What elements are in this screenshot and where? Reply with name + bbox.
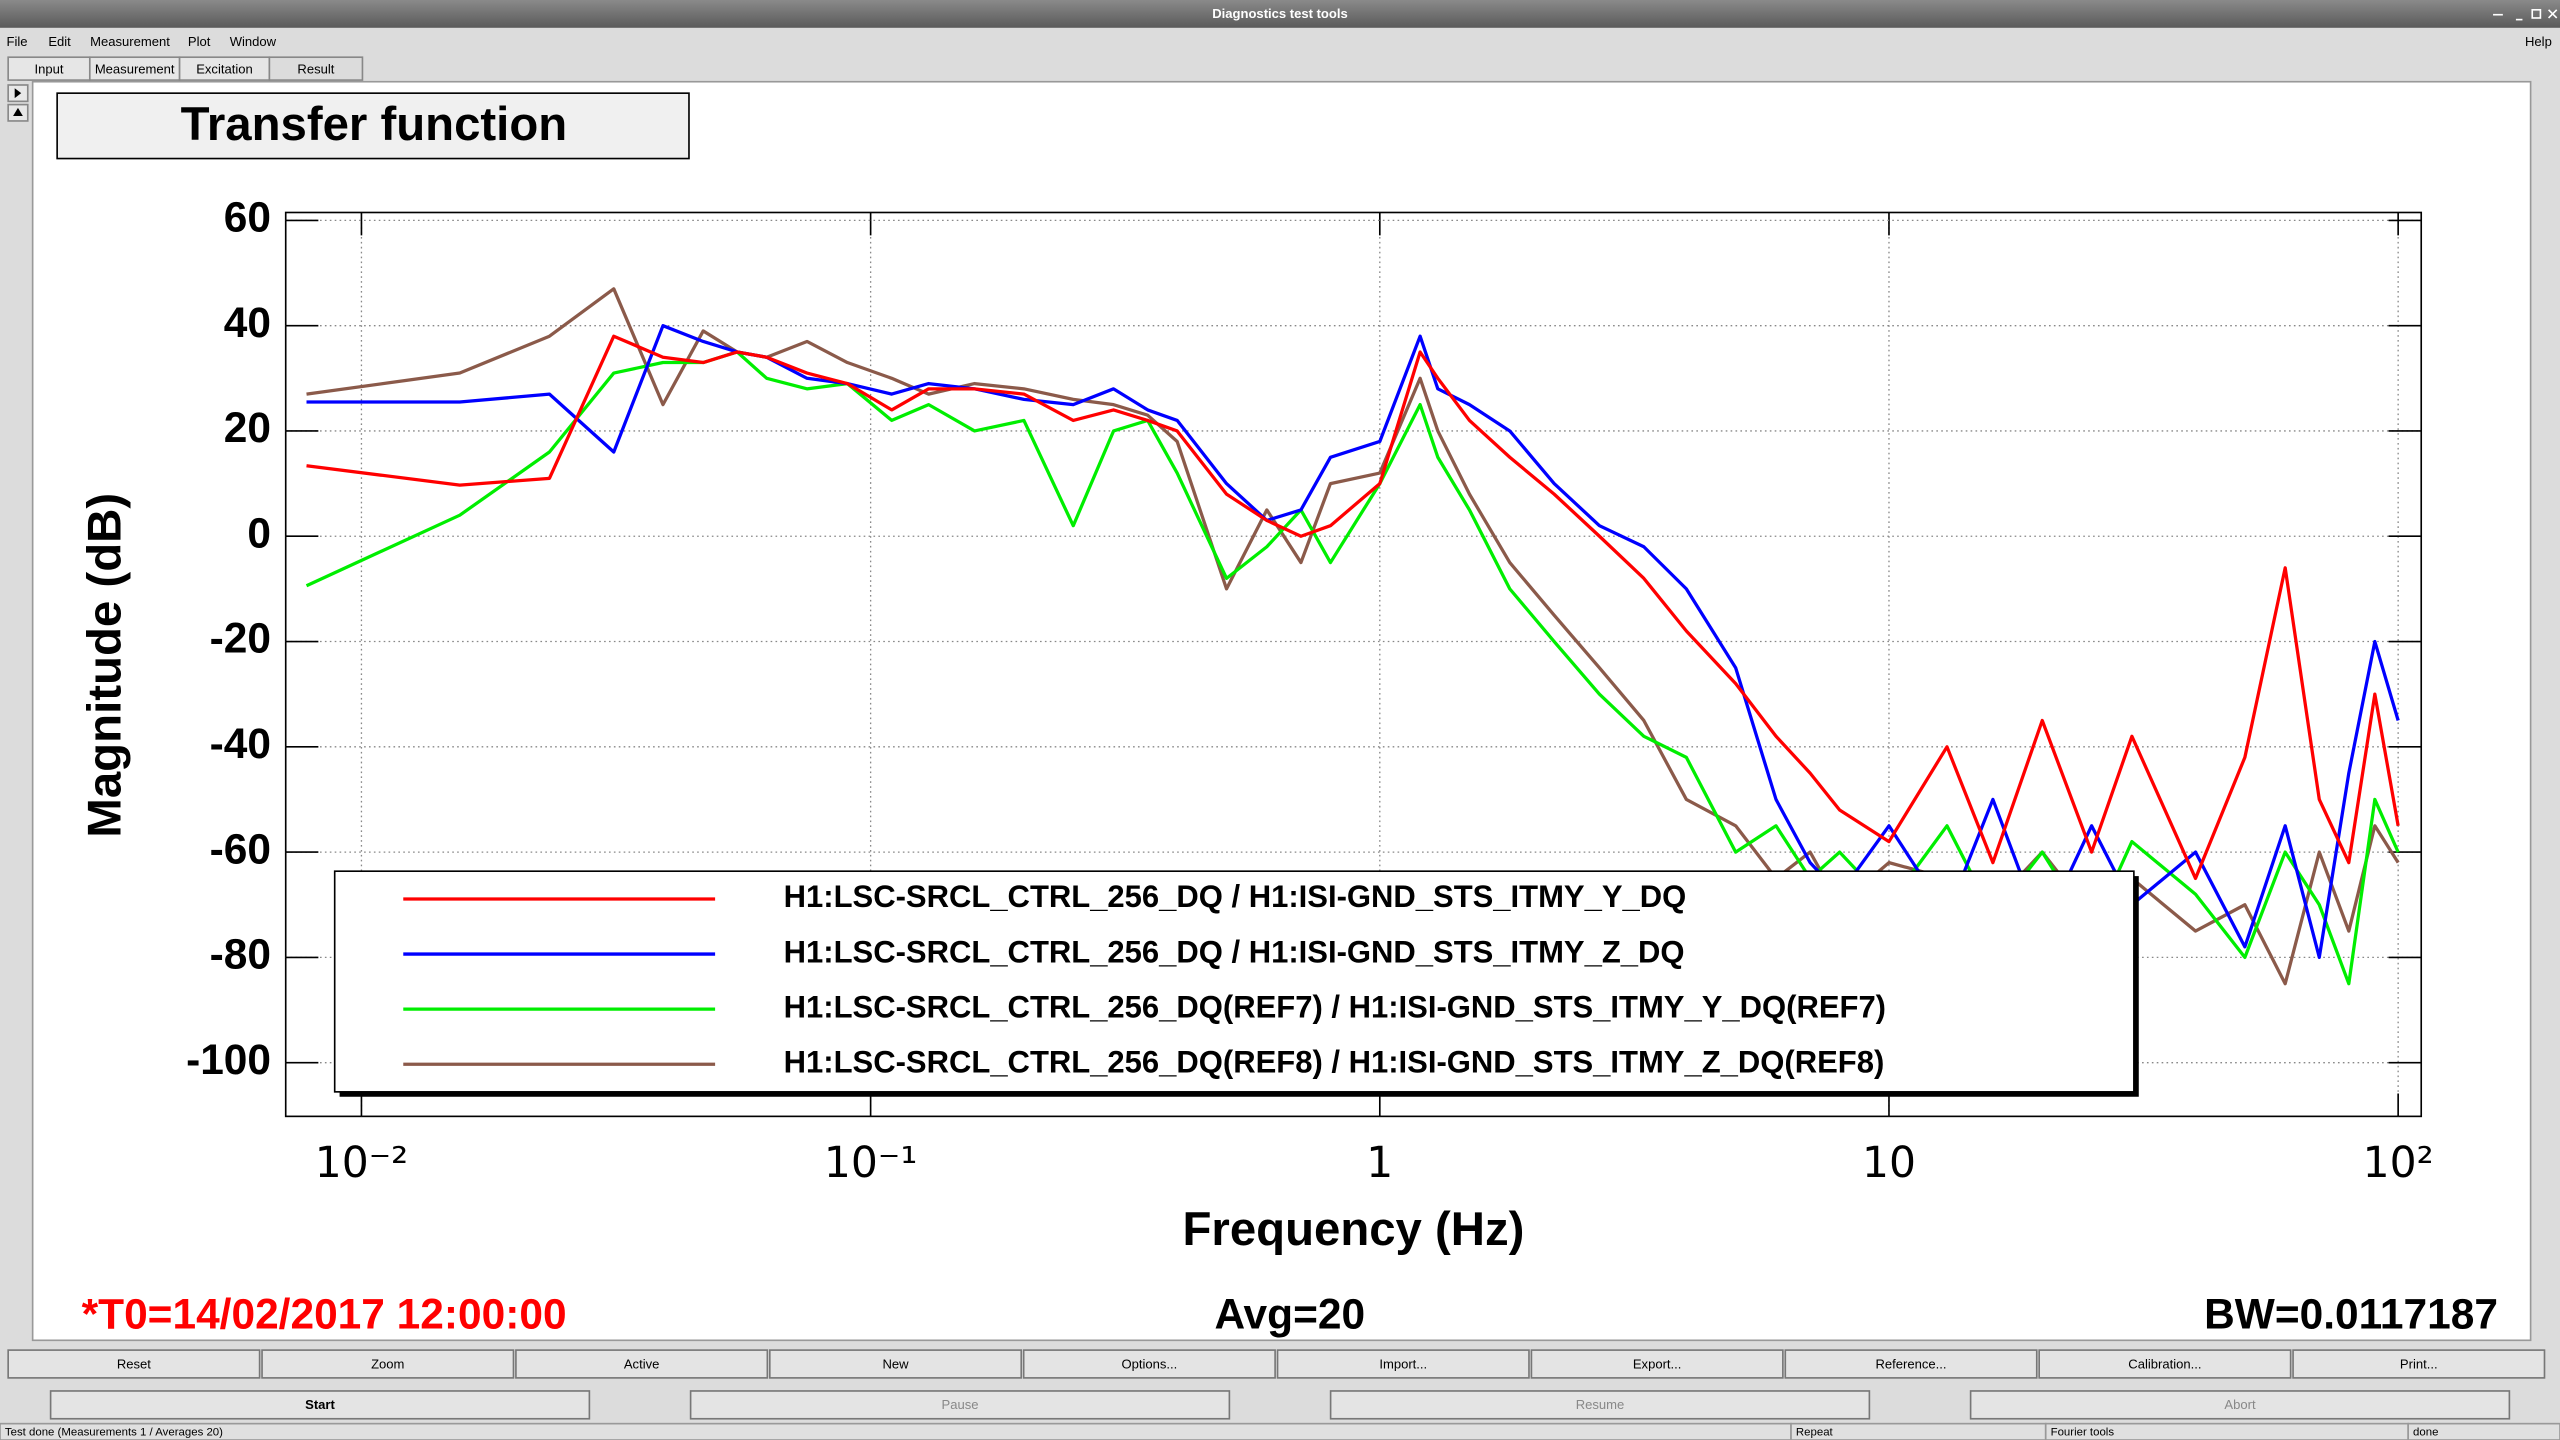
button-label[interactable]: Active — [624, 1356, 660, 1371]
y-axis-label: Magnitude (dB) — [78, 493, 131, 838]
button-label[interactable]: Abort — [2224, 1397, 2256, 1412]
y-tick-label: -80 — [210, 931, 271, 978]
tab[interactable] — [268, 56, 364, 81]
button[interactable] — [7, 1349, 261, 1379]
status-cell — [2407, 1422, 2560, 1440]
button-row: Reset Zoom Active New Options... Import... Exp… — [7, 1349, 2546, 1379]
status-cell — [0, 1422, 1792, 1440]
button[interactable] — [515, 1349, 769, 1379]
chart: 10⁻² 10⁻¹ 1 10 10² -100 -80 -60 -40 -20 0 20 40 60 Fre… — [78, 194, 2433, 1256]
button-label[interactable]: Zoom — [371, 1356, 404, 1371]
button[interactable] — [1022, 1349, 1276, 1379]
button-label[interactable]: Resume — [1576, 1397, 1625, 1412]
menu-item[interactable]: File — [7, 34, 28, 49]
avg-label: Avg=20 — [1214, 1291, 1365, 1338]
x-tick-label: 10² — [2363, 1139, 2434, 1188]
y-tick-label: -40 — [210, 720, 271, 767]
button-label[interactable]: New — [882, 1356, 909, 1371]
bw-label: BW=0.0117187 — [2204, 1291, 2498, 1338]
x-axis-label: Frequency (Hz) — [1183, 1203, 1525, 1256]
series-line — [306, 334, 2400, 881]
menu-item[interactable]: Plot — [188, 34, 211, 49]
status-text: Repeat — [1796, 1427, 1834, 1439]
button-label[interactable]: Options... — [1121, 1356, 1177, 1371]
tab-label[interactable]: Input — [34, 62, 63, 77]
button-label[interactable]: Calibration... — [2128, 1356, 2201, 1371]
menu-bar: File Edit Measurement Plot Window — [7, 34, 277, 49]
title-bar — [0, 0, 2560, 28]
button[interactable] — [1969, 1390, 2511, 1420]
x-tick-label: 10⁻² — [315, 1139, 408, 1188]
button[interactable] — [1276, 1349, 1530, 1379]
button-label[interactable]: Reference... — [1876, 1356, 1947, 1371]
button[interactable] — [1784, 1349, 2038, 1379]
button-label[interactable]: Start — [305, 1397, 335, 1412]
control-row: Start Pause Resume Abort — [49, 1390, 2511, 1420]
y-tick-label: 40 — [224, 299, 271, 346]
x-tick-label: 1 — [1366, 1139, 1393, 1188]
button[interactable] — [689, 1390, 1231, 1420]
status-text: Test done (Measurements 1 / Averages 20) — [5, 1427, 223, 1439]
menu-item[interactable]: Help — [2525, 34, 2552, 49]
x-tick-label: 10⁻¹ — [824, 1139, 917, 1188]
y-tick-label: 20 — [224, 404, 271, 451]
y-tick-label: -100 — [186, 1036, 271, 1083]
tab-bar: Input Measurement Excitation Result — [7, 56, 364, 81]
menu-item[interactable]: Measurement — [90, 34, 170, 49]
chart-title: Transfer function — [181, 98, 568, 151]
y-tick-label: -60 — [210, 825, 271, 872]
tab-label[interactable]: Result — [297, 62, 334, 77]
x-tick-label: 10 — [1862, 1139, 1916, 1188]
button[interactable] — [2038, 1349, 2292, 1379]
title-box — [56, 92, 690, 160]
button-label[interactable]: Pause — [942, 1397, 979, 1412]
y-tick-label: -20 — [210, 615, 271, 662]
button[interactable] — [49, 1390, 591, 1420]
legend — [333, 870, 2135, 1093]
y-tick-label: 60 — [224, 194, 271, 241]
menu-item[interactable]: Window — [230, 34, 277, 49]
button[interactable] — [2292, 1349, 2546, 1379]
button-label[interactable]: Import... — [1379, 1356, 1427, 1371]
window-title: Diagnostics test tools — [1212, 6, 1348, 21]
tab-label[interactable]: Excitation — [196, 62, 253, 77]
scroll-arrows[interactable] — [7, 84, 29, 122]
button[interactable] — [1329, 1390, 1871, 1420]
legend-label: H1:LSC-SRCL_CTRL_256_DQ(REF7) / H1:ISI-G… — [784, 989, 1886, 1024]
tab-label[interactable]: Measurement — [95, 62, 175, 77]
legend-label: H1:LSC-SRCL_CTRL_256_DQ(REF8) / H1:ISI-G… — [784, 1044, 1885, 1079]
y-tick-label: 0 — [247, 509, 271, 556]
button-label[interactable]: Reset — [117, 1356, 151, 1371]
button[interactable] — [768, 1349, 1023, 1379]
menu-item[interactable]: Edit — [48, 34, 71, 49]
status-text: done — [2413, 1427, 2438, 1439]
button[interactable] — [1530, 1349, 1784, 1379]
button[interactable] — [261, 1349, 515, 1379]
window-controls[interactable] — [2493, 8, 2558, 21]
t0-label: *T0=14/02/2017 12:00:00 — [82, 1291, 567, 1338]
status-text: Fourier tools — [2051, 1427, 2115, 1439]
button-label[interactable]: Print... — [2400, 1356, 2438, 1371]
legend-label: H1:LSC-SRCL_CTRL_256_DQ / H1:ISI-GND_STS… — [784, 879, 1687, 914]
status-bar: Test done (Measurements 1 / Averages 20)… — [0, 1422, 2560, 1440]
button-label[interactable]: Export... — [1633, 1356, 1682, 1371]
legend-label: H1:LSC-SRCL_CTRL_256_DQ / H1:ISI-GND_STS… — [784, 934, 1685, 969]
